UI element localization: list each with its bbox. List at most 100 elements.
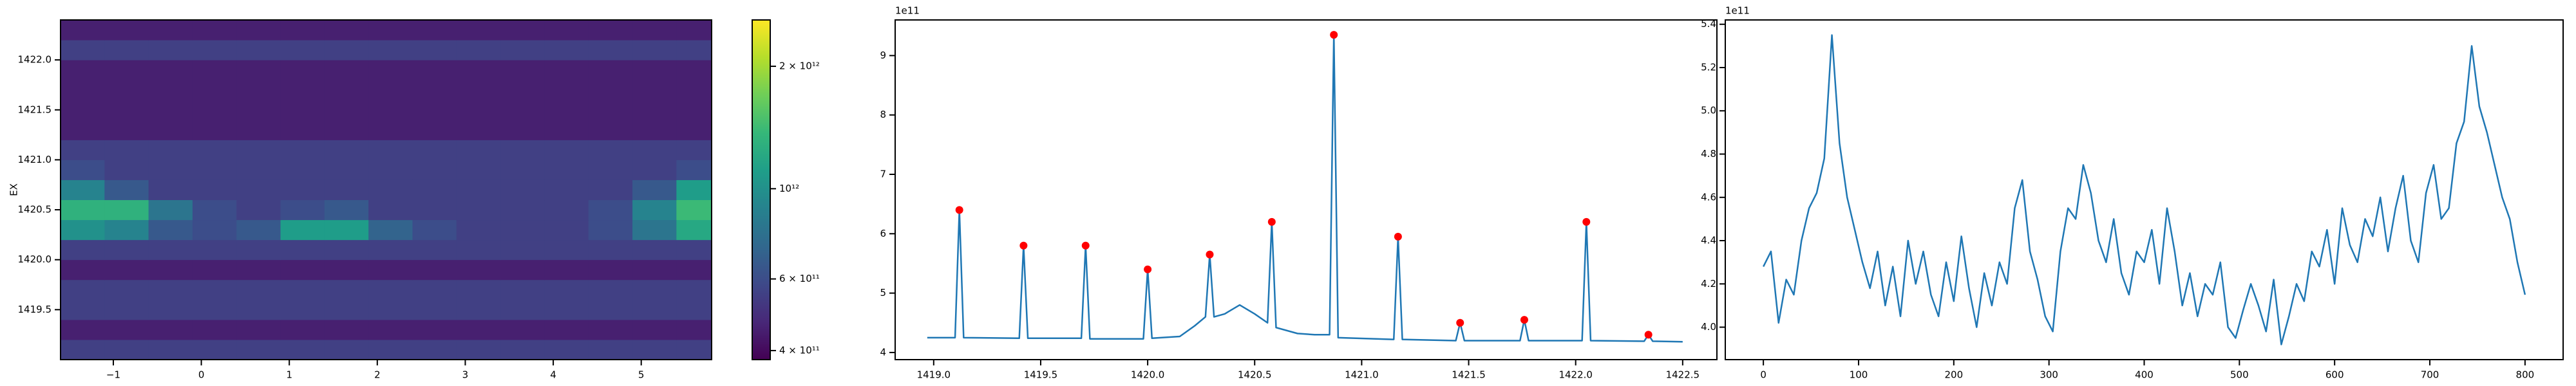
heatmap-cell xyxy=(236,140,281,160)
heatmap-cell xyxy=(148,179,193,201)
heatmap-cell xyxy=(456,160,501,180)
data-line xyxy=(1763,34,2526,345)
x-tick-label: 1420.5 xyxy=(1238,369,1272,381)
heatmap-cell xyxy=(368,179,413,201)
heatmap-cell xyxy=(192,279,237,300)
heatmap-cell xyxy=(236,219,281,241)
heatmap-cell xyxy=(280,259,325,280)
y-tick-label: 5 xyxy=(880,287,886,299)
heatmap-cell xyxy=(544,160,589,180)
heatmap-cell xyxy=(544,219,589,241)
heatmap-cell xyxy=(456,299,501,320)
x-tick-label: 800 xyxy=(2516,369,2535,381)
x-tick-label: 300 xyxy=(2040,369,2058,381)
heatmap-cell xyxy=(192,239,237,261)
heatmap-cell xyxy=(544,199,589,221)
heatmap-cell xyxy=(368,100,413,120)
heatmap-cell xyxy=(368,20,413,41)
heatmap-cell xyxy=(544,120,589,140)
heatmap-cell xyxy=(280,80,325,100)
heatmap-cell xyxy=(368,60,413,80)
peak-marker xyxy=(1520,316,1528,324)
heatmap-cell xyxy=(676,80,712,100)
heatmap-cell xyxy=(456,100,501,120)
heatmap-cell xyxy=(412,100,457,120)
heatmap-cell xyxy=(148,319,193,340)
y-tick-label: 4 xyxy=(880,346,886,358)
heatmap-cell xyxy=(676,239,712,261)
heatmap-cell xyxy=(148,160,193,180)
heatmap-cell xyxy=(368,299,413,320)
heatmap-cell xyxy=(280,319,325,340)
heatmap-cell xyxy=(192,80,237,100)
heatmap-cell xyxy=(148,279,193,300)
x-tick-label: 600 xyxy=(2325,369,2344,381)
heatmap-cell xyxy=(412,319,457,340)
heatmap-cell xyxy=(676,40,712,60)
heatmap-cell xyxy=(632,140,677,160)
heatmap-cell xyxy=(104,319,149,340)
y-tick-label: 6 xyxy=(880,228,886,239)
y-axis-label: EX xyxy=(8,183,20,196)
heatmap-cell xyxy=(368,279,413,300)
heatmap-cell xyxy=(61,339,105,360)
heatmap-cell xyxy=(324,120,369,140)
heatmap-cell xyxy=(368,40,413,60)
heatmap-cell xyxy=(148,339,193,360)
heatmap-cell xyxy=(192,40,237,60)
heatmap-cell xyxy=(588,279,633,300)
peak-marker xyxy=(1019,241,1028,250)
heatmap-cell xyxy=(61,319,105,340)
heatmap-cell xyxy=(236,20,281,41)
y-tick-label: 5.4 xyxy=(1701,18,1716,30)
heatmap-cell xyxy=(676,179,712,201)
heatmap-cell xyxy=(412,120,457,140)
heatmap-cell xyxy=(544,80,589,100)
heatmap-cell xyxy=(236,279,281,300)
heatmap-cell xyxy=(676,20,712,41)
heatmap-cell xyxy=(544,279,589,300)
heatmap-cell xyxy=(588,100,633,120)
heatmap-cell xyxy=(236,259,281,280)
heatmap-cell xyxy=(368,259,413,280)
peak-marker xyxy=(1394,232,1402,241)
x-tick-label: 500 xyxy=(2230,369,2249,381)
heatmap-cell xyxy=(456,140,501,160)
heatmap-cell xyxy=(412,60,457,80)
heatmap-cell xyxy=(412,20,457,41)
heatmap-cell xyxy=(632,259,677,280)
heatmap-cell xyxy=(192,60,237,80)
heatmap-cell xyxy=(500,140,545,160)
y-tick-label: 4.4 xyxy=(1701,235,1716,246)
heatmap-cell xyxy=(588,40,633,60)
heatmap-cell xyxy=(236,179,281,201)
heatmap-cell xyxy=(412,40,457,60)
heatmap-cell xyxy=(588,120,633,140)
heatmap-cell xyxy=(280,219,325,241)
peak-marker xyxy=(1144,265,1152,273)
peak-marker xyxy=(1081,241,1090,250)
heatmap-cell xyxy=(104,279,149,300)
heatmap-cell xyxy=(588,199,633,221)
x-tick-label: 2 xyxy=(374,369,381,381)
colorbar-tick-label: 10¹² xyxy=(779,183,799,194)
heatmap-cell xyxy=(500,259,545,280)
heatmap-cell xyxy=(368,199,413,221)
heatmap-cell xyxy=(148,20,193,41)
heatmap-cell xyxy=(412,279,457,300)
heatmap-cell xyxy=(148,80,193,100)
y-tick-label: 4.6 xyxy=(1701,191,1716,203)
heatmap-cell xyxy=(368,219,413,241)
heatmap-cell xyxy=(236,40,281,60)
heatmap-cell xyxy=(632,40,677,60)
heatmap-cell xyxy=(148,219,193,241)
peak-marker xyxy=(1206,250,1214,259)
heatmap-cell xyxy=(456,259,501,280)
y-tick-label: 1422.0 xyxy=(18,54,52,66)
heatmap-cell xyxy=(456,60,501,80)
heatmap-cell xyxy=(676,339,712,360)
heatmap-cell xyxy=(280,199,325,221)
heatmap-cell xyxy=(192,20,237,41)
peak-marker xyxy=(1644,331,1653,339)
heatmap-cell xyxy=(676,199,712,221)
